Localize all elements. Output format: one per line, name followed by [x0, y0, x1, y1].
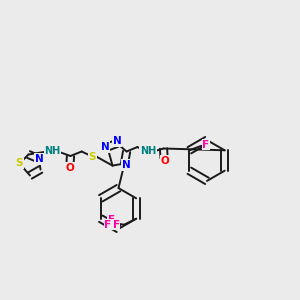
Text: NH: NH [140, 146, 156, 157]
Text: O: O [65, 163, 74, 173]
Text: O: O [160, 156, 169, 166]
Text: N: N [100, 142, 109, 152]
Text: N: N [112, 136, 122, 146]
Text: F: F [202, 140, 209, 150]
Text: NH: NH [44, 146, 61, 157]
Text: F: F [108, 214, 115, 225]
Text: F: F [104, 220, 112, 230]
Text: N: N [122, 160, 130, 170]
Text: N: N [34, 154, 43, 164]
Text: S: S [89, 152, 96, 162]
Text: F: F [112, 220, 120, 230]
Text: S: S [16, 158, 23, 169]
